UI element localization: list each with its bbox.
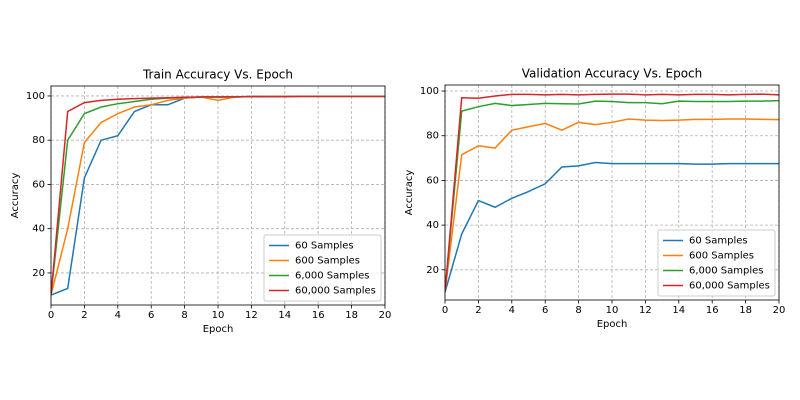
plot-frame [50, 85, 386, 306]
line-series [51, 95, 385, 296]
y-tick-label: 80 [426, 131, 439, 142]
y-tick-label: 40 [32, 224, 45, 235]
x-tick-label: 6 [148, 310, 154, 321]
x-axis-label: Epoch [203, 324, 234, 335]
x-tick-label: 14 [278, 310, 291, 321]
x-tick-label: 18 [345, 310, 358, 321]
x-tick-label: 0 [442, 305, 448, 316]
line-series [445, 93, 779, 293]
x-tick-label: 14 [672, 305, 685, 316]
legend-label: 600 Samples [295, 256, 360, 267]
x-tick-label: 4 [509, 305, 515, 316]
x-tick-label: 8 [575, 305, 581, 316]
x-tick-label: 20 [379, 310, 392, 321]
y-tick-label: 20 [426, 265, 439, 276]
x-tick-label: 10 [212, 310, 225, 321]
chart-title: Train Accuracy Vs. Epoch [142, 68, 293, 82]
x-tick-label: 12 [639, 305, 652, 316]
y-tick-label: 100 [420, 86, 439, 97]
y-tick-label: 40 [426, 220, 439, 231]
y-tick-label: 60 [426, 175, 439, 186]
x-tick-label: 18 [739, 305, 752, 316]
y-tick-label: 20 [32, 268, 45, 279]
x-tick-label: 16 [706, 305, 719, 316]
x-tick-label: 6 [542, 305, 548, 316]
y-axis-label: Accuracy [10, 173, 21, 219]
chart: Validation Accuracy Vs. Epoch 0 2 4 6 8 10 12 14… [404, 67, 785, 331]
legend-label: 60 Samples [689, 236, 748, 247]
x-tick-label: 2 [81, 310, 87, 321]
x-tick-label: 2 [475, 305, 481, 316]
x-tick-label: 8 [181, 310, 187, 321]
line-series [445, 118, 779, 293]
legend-box [657, 229, 776, 297]
x-tick-label: 12 [245, 310, 258, 321]
y-tick-label: 100 [26, 91, 45, 102]
y-axis-label: Accuracy [404, 170, 415, 216]
legend-label: 600 Samples [689, 251, 754, 262]
y-tick-label: 60 [32, 179, 45, 190]
x-tick-label: 16 [312, 310, 325, 321]
line-series [445, 161, 779, 293]
legend-box [263, 234, 382, 302]
plot-frame [444, 84, 780, 301]
legend-label: 60,000 Samples [689, 281, 770, 292]
y-tick-label: 80 [32, 135, 45, 146]
x-tick-label: 20 [773, 305, 786, 316]
chart-title: Validation Accuracy Vs. Epoch [522, 67, 703, 81]
x-tick-label: 10 [606, 305, 619, 316]
x-tick-label: 0 [48, 310, 54, 321]
chart: Train Accuracy Vs. Epoch 0 2 4 6 8 10 12 14 16 18 2… [10, 68, 391, 336]
x-axis-label: Epoch [597, 319, 628, 330]
line-series [445, 99, 779, 293]
legend-label: 6,000 Samples [295, 271, 370, 282]
x-tick-label: 4 [115, 310, 121, 321]
legend-label: 60,000 Samples [295, 286, 376, 297]
legend-label: 60 Samples [295, 241, 354, 252]
legend-label: 6,000 Samples [689, 266, 764, 277]
